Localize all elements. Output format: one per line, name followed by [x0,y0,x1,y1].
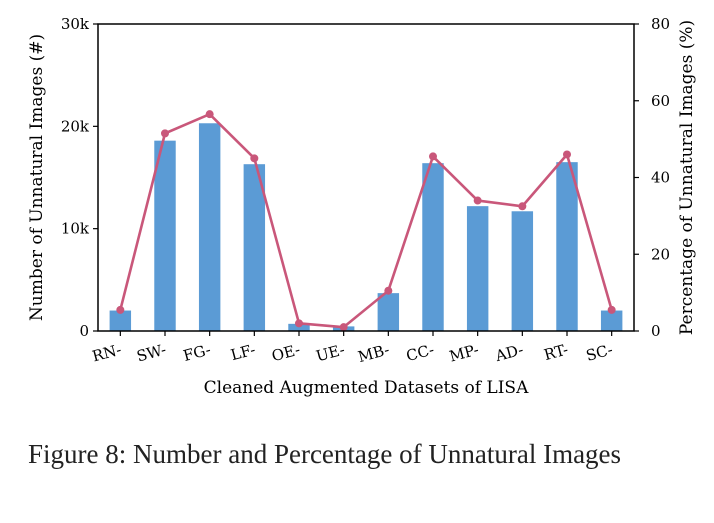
point-rn [116,305,125,314]
figure-caption: Figure 8: Number and Percentage of Unnat… [28,439,622,469]
bar-sc [600,310,623,331]
point-sw [161,129,169,138]
left-y-axis-label: Number of Unnatural Images (#) [27,34,47,321]
bar-sw [154,140,176,331]
point-rt [563,150,571,159]
x-tick-label: MP- [447,340,480,365]
bar-lf [243,164,266,331]
right-tick-label: 0 [651,322,661,340]
point-fg [205,110,214,119]
left-tick-label: 0 [79,322,89,340]
x-tick-label: RN- [90,340,123,365]
x-tick-label: SC- [584,340,615,364]
bar-ad [511,211,534,331]
combo-chart: 0 10k 20k 30k 0 20 40 60 80 RN- SW- FG- LF- OE- UE- M… [27,15,697,398]
x-tick-label: OE- [270,340,302,365]
x-axis-ticks: RN- SW- FG- LF- OE- UE- MB- CC- MP- AD- RT- SC- [90,331,615,366]
bar-rt [556,162,578,331]
point-sc [607,305,616,314]
bar-series [109,123,623,331]
point-ad [518,202,527,211]
bar-rn [109,310,132,331]
x-tick-label: CC- [404,340,436,365]
bar-cc [422,163,444,331]
x-tick-label: LF- [229,340,258,364]
left-tick-label: 30k [61,15,90,33]
right-tick-label: 20 [651,245,670,263]
x-tick-label: FG- [181,340,212,365]
right-tick-label: 80 [651,15,670,33]
percentage-line [119,112,613,329]
right-tick-label: 60 [651,92,670,110]
bar-oe [288,323,310,331]
bar-mb [377,293,400,331]
x-tick-label: AD- [492,340,525,365]
x-tick-label: UE- [314,340,347,365]
point-mb [384,286,393,295]
right-axis-ticks: 0 20 40 60 80 [634,15,670,340]
plot-frame [97,23,635,332]
x-tick-label: MB- [356,340,391,366]
x-tick-label: RT- [542,340,570,364]
point-ue [339,323,348,332]
point-mp [473,196,482,205]
percentage-line-series [116,110,616,332]
left-tick-label: 10k [61,220,90,238]
right-tick-label: 40 [651,169,670,187]
x-tick-label: SW- [135,340,168,365]
left-axis-ticks: 0 10k 20k 30k [61,15,98,340]
left-tick-label: 20k [61,117,90,135]
point-oe [295,319,303,328]
point-lf [250,154,259,163]
bar-mp [466,206,489,331]
x-axis-label: Cleaned Augmented Datasets of LISA [204,378,529,398]
bar-fg [198,123,221,331]
point-cc [429,152,437,161]
right-y-axis-label: Percentage of Unnatural Images (%) [677,20,697,335]
